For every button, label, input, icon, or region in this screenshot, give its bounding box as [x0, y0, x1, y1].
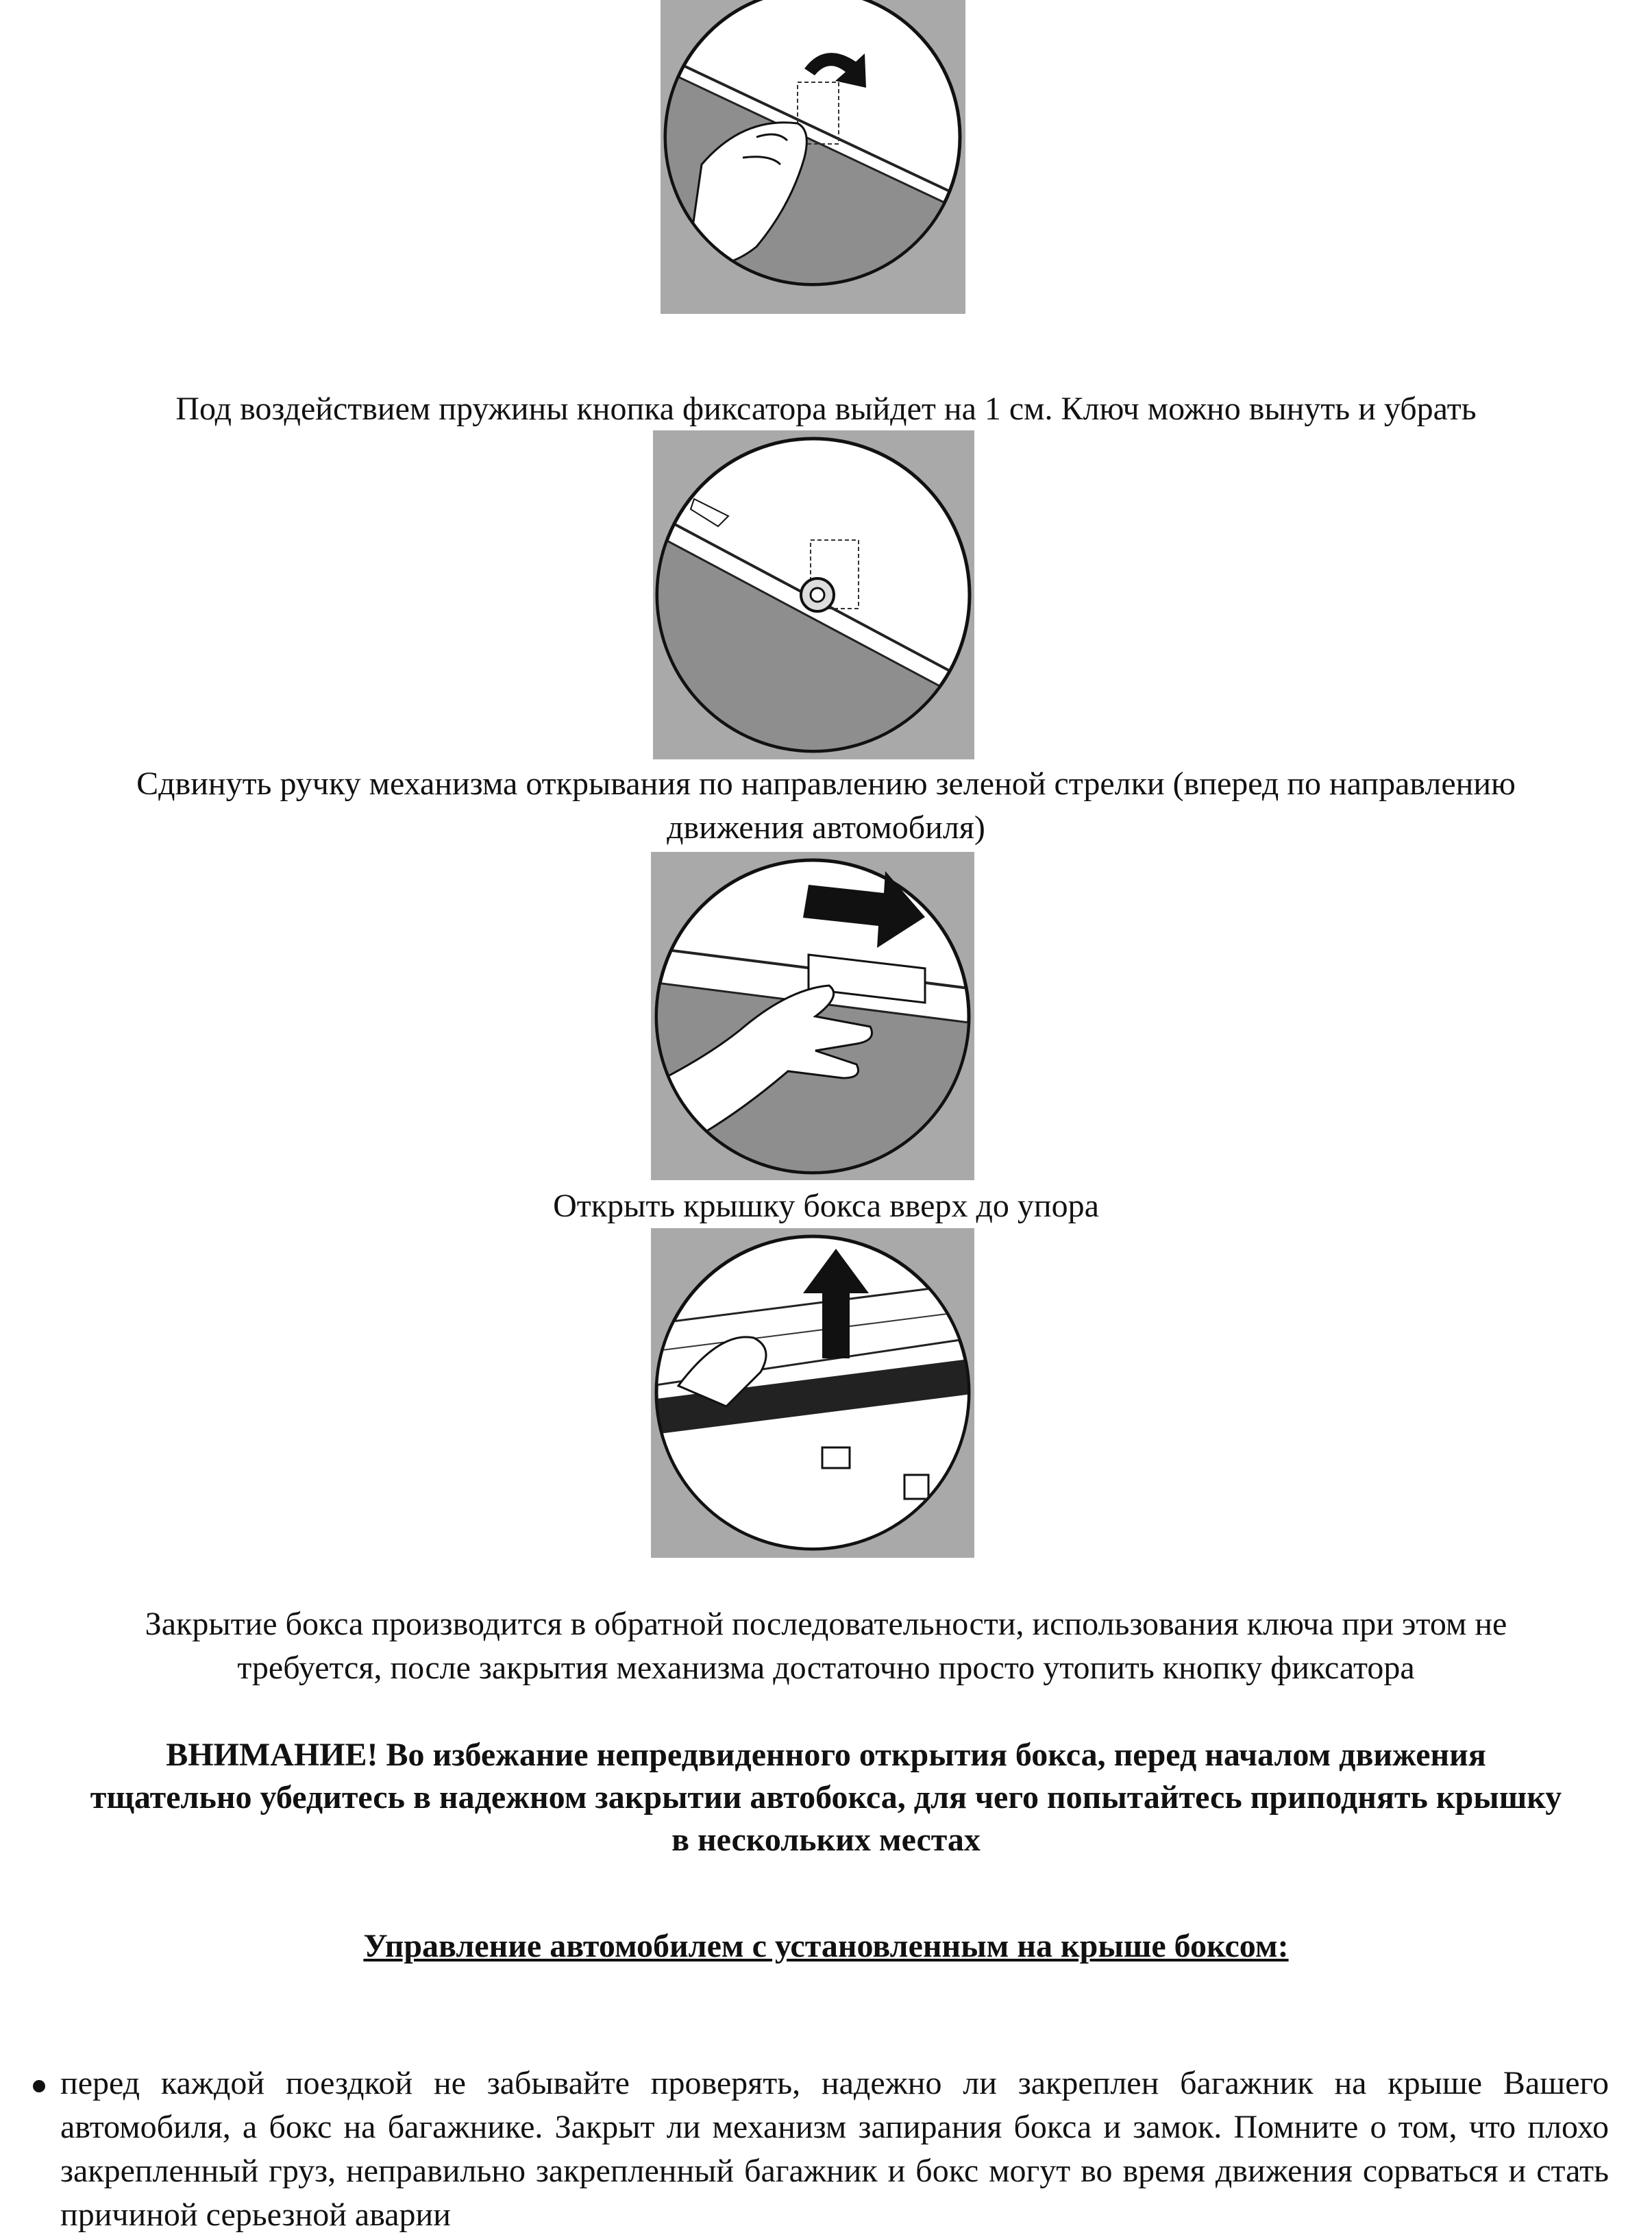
bullet-list: перед каждой поездкой не забывайте прове… [33, 2062, 1609, 2237]
list-item: перед каждой поездкой не забывайте прове… [33, 2062, 1609, 2237]
lock-button-drawing [653, 430, 974, 759]
caption-text: Открыть крышку бокса вверх до упора [553, 1188, 1099, 1224]
caption-text: Под воздействием пружины кнопка фиксатор… [175, 391, 1477, 427]
bullet-icon [33, 2080, 45, 2092]
caption-line: Сдвинуть ручку механизма открывания по н… [136, 766, 1516, 802]
key-turn-drawing [661, 0, 965, 314]
caption-slide-handle: Сдвинуть ручку механизма открывания по н… [0, 762, 1652, 850]
warning-block: ВНИМАНИЕ! Во избежание непредвиденного о… [0, 1734, 1652, 1861]
warning-line: ВНИМАНИЕ! Во избежание непредвиденного о… [166, 1737, 1486, 1773]
warning-line: тщательно убедитесь в надежном закрытии … [90, 1779, 1562, 1816]
caption-spring-release: Под воздействием пружины кнопка фиксатор… [0, 387, 1652, 431]
section-heading-text: Управление автомобилем с установленным н… [363, 1928, 1289, 1964]
caption-line: требуется, после закрытия механизма дост… [237, 1650, 1415, 1686]
lid-open-illustration [651, 1228, 974, 1558]
caption-line: Закрытие бокса производится в обратной п… [145, 1606, 1507, 1642]
caption-closing: Закрытие бокса производится в обратной п… [0, 1602, 1652, 1690]
section-heading: Управление автомобилем с установленным н… [0, 1924, 1652, 1968]
handle-slide-drawing [651, 852, 974, 1180]
lid-open-drawing [651, 1228, 974, 1558]
key-turn-illustration [661, 0, 965, 314]
warning-line: в нескольких местах [671, 1822, 981, 1858]
caption-line: движения автомобиля) [667, 809, 985, 846]
bullet-text: перед каждой поездкой не забывайте прове… [60, 2065, 1609, 2233]
caption-open-lid: Открыть крышку бокса вверх до упора [0, 1184, 1652, 1228]
lock-button-illustration [653, 430, 974, 759]
handle-slide-illustration [651, 852, 974, 1180]
